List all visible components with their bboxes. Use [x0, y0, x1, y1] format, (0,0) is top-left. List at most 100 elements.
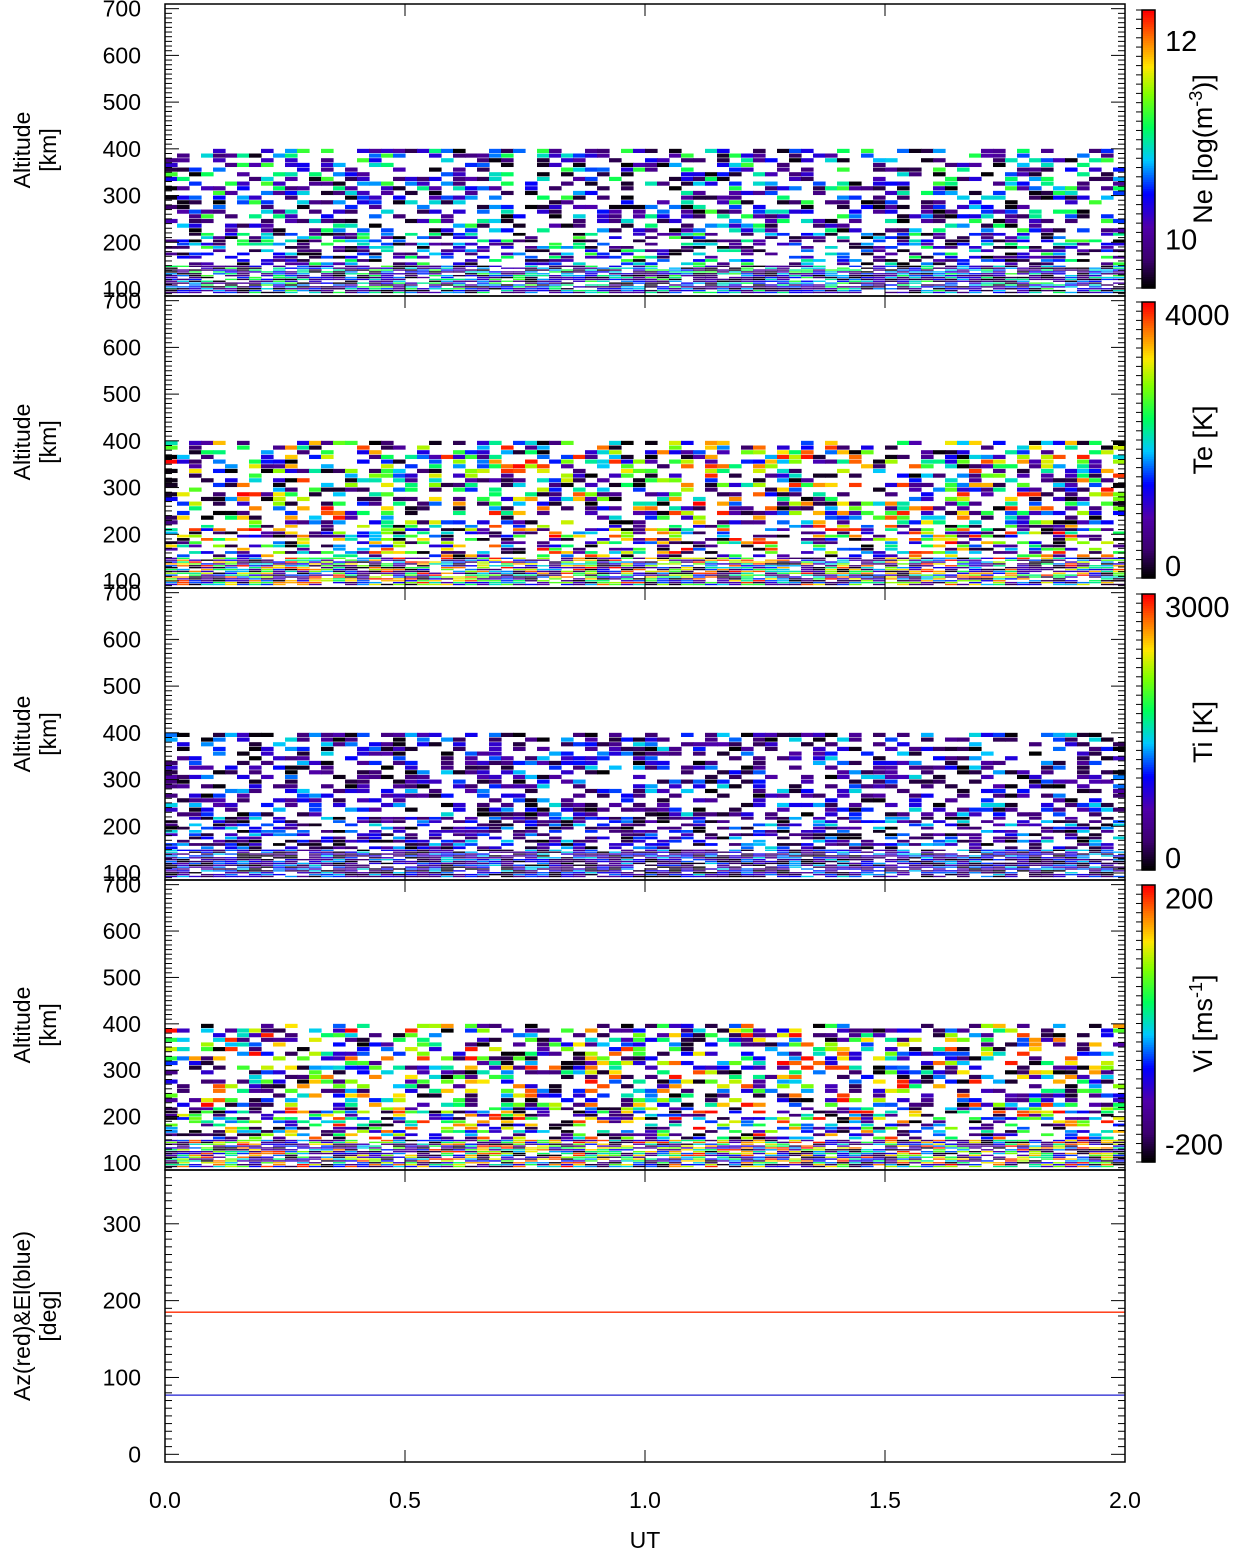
heatmap-cell — [525, 284, 538, 286]
heatmap-cell — [837, 568, 850, 571]
heatmap-cell — [1089, 478, 1102, 483]
heatmap-cell — [981, 284, 994, 286]
colorbar-swatch — [1142, 114, 1155, 118]
heatmap-cell — [381, 209, 394, 214]
y-axis-title: Altitude — [9, 112, 35, 189]
heatmap-cell — [285, 570, 298, 573]
heatmap-cell — [1053, 578, 1066, 580]
heatmap-cell — [849, 538, 862, 541]
heatmap-cell — [681, 289, 694, 292]
heatmap-cell — [609, 271, 622, 273]
heatmap-cell — [597, 581, 610, 584]
heatmap-cell — [1089, 239, 1102, 243]
heatmap-cell — [873, 200, 886, 205]
colorbar-swatch — [1142, 481, 1155, 485]
heatmap-cell — [681, 557, 694, 559]
heatmap-cell — [1101, 574, 1114, 576]
heatmap-cell — [465, 570, 478, 573]
heatmap-cell — [669, 578, 682, 580]
heatmap-cell — [525, 236, 538, 239]
heatmap-cell — [1113, 583, 1126, 586]
heatmap-cell — [393, 255, 406, 259]
heatmap-cell — [813, 568, 826, 571]
heatmap-cell — [861, 572, 874, 574]
heatmap-cell — [717, 570, 730, 573]
heatmap-cell — [585, 255, 598, 259]
heatmap-cell — [765, 473, 778, 478]
heatmap-cell — [885, 570, 898, 573]
heatmap-cell — [777, 566, 790, 569]
heatmap-cell — [285, 531, 298, 535]
heatmap-cell — [789, 271, 802, 273]
heatmap-cell — [1053, 566, 1066, 569]
heatmap-cell — [909, 531, 922, 535]
heatmap-cell — [957, 572, 970, 574]
colorbar-swatch — [1142, 331, 1155, 335]
heatmap-cell — [1089, 288, 1102, 290]
heatmap-cell — [1017, 278, 1030, 281]
heatmap-cell — [213, 286, 226, 288]
heatmap-cell — [1113, 276, 1126, 279]
heatmap-cell — [237, 252, 250, 256]
heatmap-cell — [321, 524, 334, 528]
heatmap-cell — [1101, 242, 1114, 246]
heatmap-cell — [609, 289, 622, 292]
heatmap-cell — [261, 236, 274, 239]
heatmap-cell — [393, 288, 406, 290]
heatmap-cell — [1077, 186, 1090, 191]
colorbar-swatch — [1142, 167, 1155, 171]
heatmap-cell — [201, 269, 214, 271]
heatmap-cell — [321, 578, 334, 580]
heatmap-cell — [945, 551, 958, 554]
heatmap-cell — [597, 278, 610, 281]
heatmap-cell — [249, 269, 262, 271]
heatmap-cell — [213, 273, 226, 275]
heatmap-cell — [669, 580, 682, 582]
heatmap-cell — [921, 459, 934, 464]
heatmap-cell — [849, 580, 862, 582]
heatmap-cell — [285, 534, 298, 538]
heatmap-cell — [861, 544, 874, 548]
heatmap-cell — [549, 276, 562, 279]
heatmap-cell — [549, 148, 562, 153]
heatmap-cell — [501, 286, 514, 288]
heatmap-cell — [717, 531, 730, 535]
heatmap-cell — [1041, 252, 1054, 256]
heatmap-cell — [537, 195, 550, 200]
heatmap-cell — [321, 148, 334, 153]
heatmap-cell — [297, 148, 310, 153]
heatmap-cell — [801, 520, 814, 525]
heatmap-cell — [981, 276, 994, 279]
heatmap-cell — [537, 172, 550, 177]
heatmap-cell — [249, 249, 262, 253]
heatmap-cell — [861, 581, 874, 584]
heatmap-cell — [873, 209, 886, 214]
heatmap-cell — [813, 576, 826, 578]
heatmap-cell — [669, 176, 682, 182]
heatmap-cell — [993, 459, 1006, 464]
colorbar-swatch — [1142, 23, 1155, 27]
heatmap-cell — [393, 236, 406, 239]
heatmap-cell — [693, 190, 706, 196]
heatmap-cell — [861, 242, 874, 246]
heatmap-cell — [381, 482, 394, 488]
heatmap-cell — [1101, 276, 1114, 279]
heatmap-cell — [561, 563, 574, 565]
heatmap-cell — [1005, 557, 1018, 559]
heatmap-cell — [321, 563, 334, 565]
heatmap-cell — [537, 259, 550, 262]
colorbar-swatch — [1142, 449, 1155, 453]
heatmap-cell — [705, 565, 718, 567]
heatmap-cell — [345, 288, 358, 290]
heatmap-cell — [657, 274, 670, 277]
heatmap-cell — [597, 492, 610, 497]
heatmap-cell — [321, 468, 334, 474]
heatmap-cell — [633, 148, 646, 153]
heatmap-cell — [945, 583, 958, 586]
heatmap-cell — [981, 445, 994, 450]
heatmap-cell — [1005, 186, 1018, 191]
colorbar-swatch — [1142, 193, 1155, 196]
heatmap-cell — [525, 566, 538, 569]
heatmap-cell — [357, 249, 370, 253]
heatmap-cell — [1029, 286, 1042, 288]
